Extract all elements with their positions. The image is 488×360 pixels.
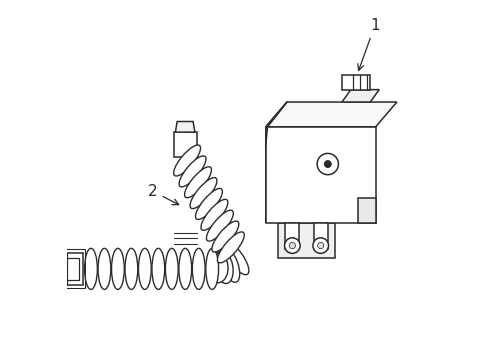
Text: 2: 2 [148, 184, 179, 205]
Ellipse shape [184, 167, 211, 198]
Ellipse shape [206, 210, 233, 241]
Ellipse shape [211, 221, 238, 252]
Polygon shape [173, 132, 196, 157]
Circle shape [284, 238, 300, 253]
Ellipse shape [201, 199, 227, 230]
Ellipse shape [195, 189, 222, 220]
Polygon shape [285, 222, 299, 249]
Polygon shape [265, 127, 375, 222]
Ellipse shape [192, 248, 204, 289]
Ellipse shape [220, 247, 239, 282]
Polygon shape [17, 257, 79, 280]
Polygon shape [341, 90, 378, 102]
Polygon shape [313, 222, 327, 249]
Ellipse shape [138, 248, 151, 289]
Circle shape [312, 238, 328, 253]
Ellipse shape [152, 248, 164, 289]
Ellipse shape [125, 248, 138, 289]
Polygon shape [265, 102, 286, 222]
Circle shape [288, 242, 295, 249]
Ellipse shape [205, 248, 218, 289]
Ellipse shape [207, 253, 227, 283]
Ellipse shape [179, 248, 191, 289]
Polygon shape [175, 122, 195, 132]
Polygon shape [278, 222, 334, 258]
Ellipse shape [13, 262, 20, 276]
Ellipse shape [214, 251, 233, 284]
Ellipse shape [217, 232, 244, 263]
Ellipse shape [111, 248, 124, 289]
Polygon shape [357, 198, 375, 222]
Circle shape [317, 153, 338, 175]
Ellipse shape [11, 259, 20, 279]
Polygon shape [265, 102, 396, 127]
Ellipse shape [98, 248, 111, 289]
Circle shape [324, 161, 331, 168]
Ellipse shape [173, 145, 200, 176]
Polygon shape [341, 76, 369, 90]
Ellipse shape [179, 156, 205, 187]
Ellipse shape [224, 242, 248, 275]
Text: 1: 1 [357, 18, 379, 71]
Circle shape [317, 242, 323, 249]
Polygon shape [14, 253, 82, 285]
Ellipse shape [190, 177, 217, 208]
Ellipse shape [84, 248, 97, 289]
Ellipse shape [165, 248, 178, 289]
